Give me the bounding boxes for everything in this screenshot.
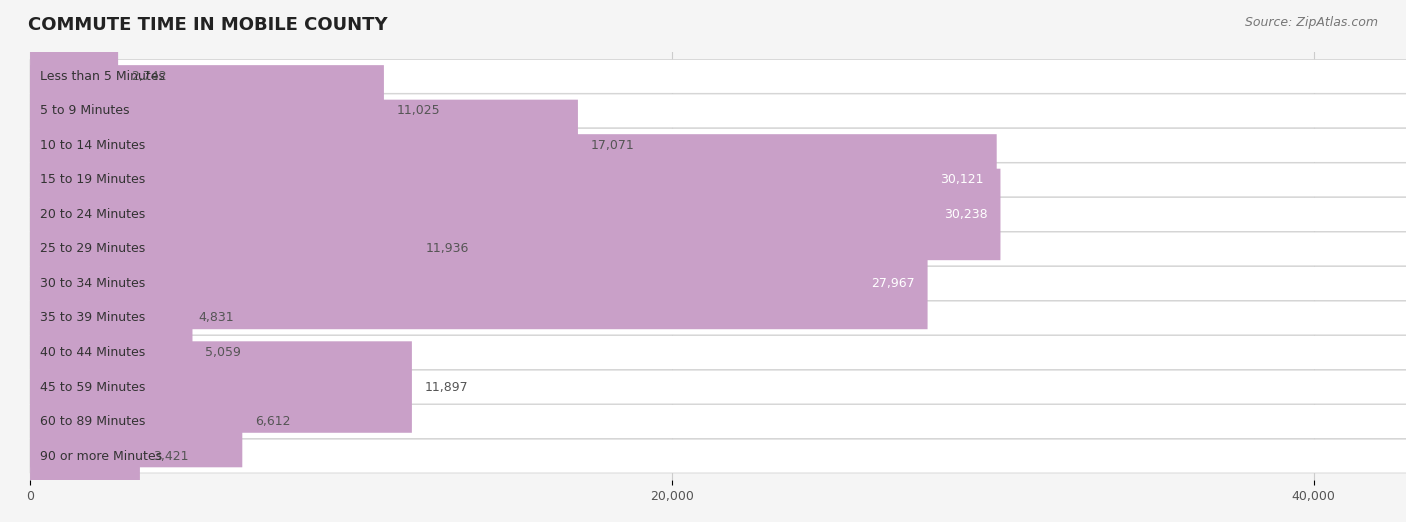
Text: 90 or more Minutes: 90 or more Minutes — [39, 449, 162, 462]
Text: 10 to 14 Minutes: 10 to 14 Minutes — [39, 139, 145, 152]
Text: 30 to 34 Minutes: 30 to 34 Minutes — [39, 277, 145, 290]
FancyBboxPatch shape — [30, 439, 1406, 473]
Text: 30,238: 30,238 — [943, 208, 987, 221]
FancyBboxPatch shape — [30, 65, 384, 157]
FancyBboxPatch shape — [30, 203, 413, 295]
FancyBboxPatch shape — [30, 307, 193, 398]
FancyBboxPatch shape — [30, 272, 186, 364]
FancyBboxPatch shape — [30, 128, 1406, 162]
Text: 25 to 29 Minutes: 25 to 29 Minutes — [39, 242, 145, 255]
Text: 3,421: 3,421 — [153, 449, 188, 462]
FancyBboxPatch shape — [30, 405, 1406, 438]
FancyBboxPatch shape — [30, 163, 1406, 197]
FancyBboxPatch shape — [30, 31, 118, 122]
FancyBboxPatch shape — [30, 336, 1406, 370]
Text: 11,025: 11,025 — [396, 104, 440, 117]
Text: 30,121: 30,121 — [941, 173, 984, 186]
FancyBboxPatch shape — [30, 376, 242, 467]
Text: 35 to 39 Minutes: 35 to 39 Minutes — [39, 312, 145, 325]
Text: 11,897: 11,897 — [425, 381, 468, 394]
Text: 2,742: 2,742 — [131, 70, 166, 83]
Text: 5 to 9 Minutes: 5 to 9 Minutes — [39, 104, 129, 117]
Text: Less than 5 Minutes: Less than 5 Minutes — [39, 70, 165, 83]
FancyBboxPatch shape — [30, 238, 928, 329]
FancyBboxPatch shape — [30, 232, 1406, 266]
Text: 15 to 19 Minutes: 15 to 19 Minutes — [39, 173, 145, 186]
Text: Source: ZipAtlas.com: Source: ZipAtlas.com — [1244, 16, 1378, 29]
Text: COMMUTE TIME IN MOBILE COUNTY: COMMUTE TIME IN MOBILE COUNTY — [28, 16, 388, 33]
Text: 60 to 89 Minutes: 60 to 89 Minutes — [39, 415, 145, 428]
FancyBboxPatch shape — [30, 169, 1001, 260]
Text: 20 to 24 Minutes: 20 to 24 Minutes — [39, 208, 145, 221]
FancyBboxPatch shape — [30, 197, 1406, 231]
FancyBboxPatch shape — [30, 410, 141, 502]
Text: 40 to 44 Minutes: 40 to 44 Minutes — [39, 346, 145, 359]
Text: 5,059: 5,059 — [205, 346, 242, 359]
Text: 45 to 59 Minutes: 45 to 59 Minutes — [39, 381, 145, 394]
Text: 11,936: 11,936 — [426, 242, 470, 255]
Text: 27,967: 27,967 — [872, 277, 915, 290]
FancyBboxPatch shape — [30, 60, 1406, 93]
FancyBboxPatch shape — [30, 370, 1406, 404]
Text: 6,612: 6,612 — [254, 415, 291, 428]
FancyBboxPatch shape — [30, 134, 997, 226]
Text: 17,071: 17,071 — [591, 139, 634, 152]
FancyBboxPatch shape — [30, 94, 1406, 128]
FancyBboxPatch shape — [30, 267, 1406, 300]
FancyBboxPatch shape — [30, 301, 1406, 335]
FancyBboxPatch shape — [30, 341, 412, 433]
Text: 4,831: 4,831 — [198, 312, 233, 325]
FancyBboxPatch shape — [30, 100, 578, 191]
